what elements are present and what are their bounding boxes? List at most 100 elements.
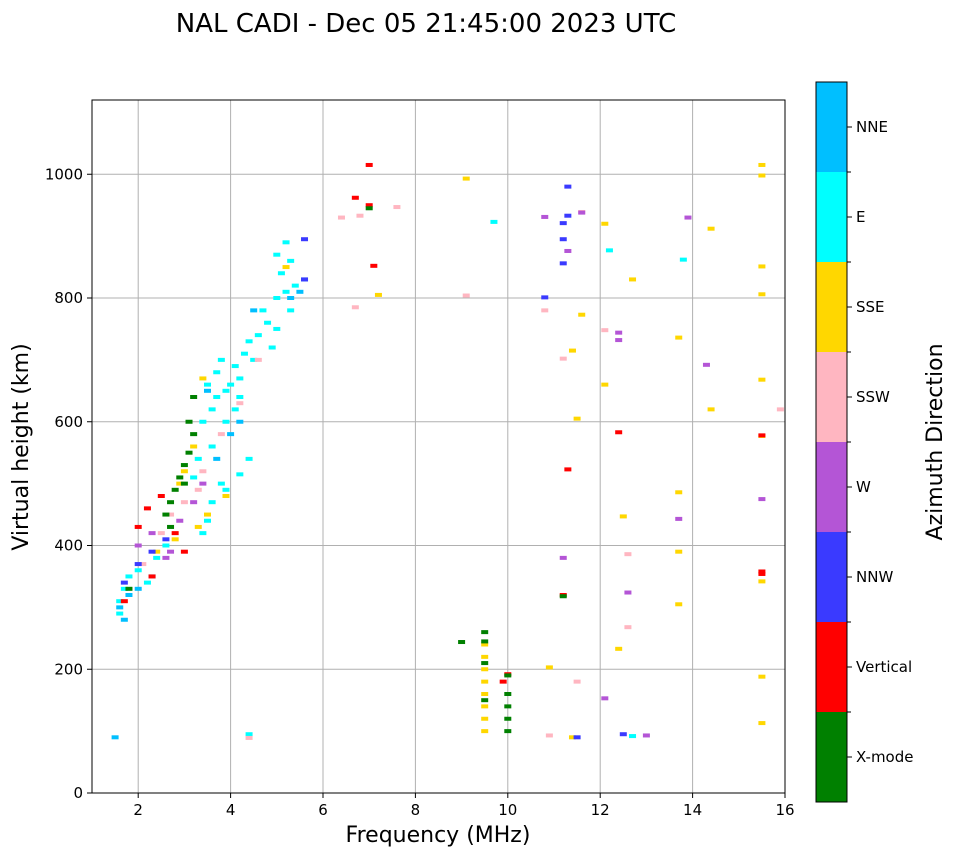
data-point-e: [143, 580, 151, 585]
colorbar-segment: [816, 622, 847, 712]
data-point-sse: [568, 735, 576, 740]
data-point-vertical: [758, 569, 766, 574]
data-point-sse: [481, 729, 489, 734]
data-point-nnw: [559, 221, 567, 226]
data-point-ssw: [351, 305, 359, 310]
data-point-nne: [296, 289, 304, 294]
data-point-sse: [199, 376, 207, 381]
data-point-nne: [250, 308, 258, 313]
y-axis-ticks: 0 200 400 600 800 1000: [45, 165, 92, 802]
colorbar-frame: [815, 81, 848, 803]
data-point-nnw: [559, 237, 567, 242]
data-point-w: [564, 248, 572, 253]
data-point-e: [231, 407, 239, 412]
colorbar-segment: [816, 352, 847, 442]
data-point-sse: [601, 221, 609, 226]
data-point-nne: [116, 605, 124, 610]
data-point-nnw: [301, 277, 309, 282]
data-point-nnw: [134, 562, 142, 567]
data-point-sse: [573, 416, 581, 421]
data-point-e: [213, 395, 221, 399]
data-point-x-mode: [180, 481, 188, 486]
colorbar-tick-label: NNW: [856, 568, 893, 586]
data-point-x-mode: [481, 698, 489, 703]
data-point-e: [287, 258, 295, 263]
data-point-ssw: [624, 552, 632, 557]
x-axis-ticks: 2 4 6 8 10 12 14 16: [133, 793, 795, 819]
data-point-x-mode: [190, 395, 198, 399]
data-point-nnw: [120, 580, 128, 585]
data-point-e: [490, 219, 498, 224]
data-point-sse: [707, 407, 715, 412]
data-point-e: [605, 248, 613, 253]
data-point-sse: [758, 579, 766, 584]
data-point-e: [245, 732, 253, 737]
data-point-sse: [675, 490, 683, 495]
x-tick-label: 14: [683, 801, 702, 819]
data-point-vertical: [157, 494, 165, 498]
data-point-w: [702, 362, 710, 367]
y-tick-label: 800: [54, 289, 83, 307]
data-point-sse: [758, 162, 766, 167]
data-point-w: [642, 733, 650, 738]
colorbar-segment: [816, 82, 847, 172]
data-point-ssw: [157, 531, 165, 536]
colorbar-tick-label: Vertical: [856, 658, 912, 676]
data-point-w: [578, 210, 586, 215]
data-point-e: [199, 419, 207, 424]
y-tick-label: 400: [54, 537, 83, 555]
data-point-e: [153, 555, 161, 560]
data-point-sse: [675, 602, 683, 607]
data-point-e: [282, 289, 290, 294]
colorbar-segment: [816, 712, 847, 802]
data-point-sse: [176, 481, 184, 486]
data-point-sse: [180, 469, 188, 474]
data-point-e: [222, 487, 230, 492]
colorbar-segment: [816, 172, 847, 262]
data-point-x-mode: [504, 673, 512, 678]
data-points: [111, 162, 784, 740]
data-point-sse: [222, 494, 230, 498]
data-point-sse: [758, 173, 766, 178]
data-point-w: [176, 518, 184, 523]
data-point-sse: [204, 512, 211, 517]
data-point-sse: [758, 264, 766, 269]
data-point-sse: [481, 642, 489, 647]
data-point-ssw: [356, 213, 364, 218]
data-point-e: [208, 407, 216, 412]
data-point-sse: [481, 704, 489, 709]
data-point-e: [679, 257, 687, 262]
data-point-e: [208, 444, 216, 449]
data-point-ssw: [541, 308, 549, 313]
data-point-ssw: [167, 512, 175, 517]
data-point-e: [120, 586, 128, 591]
data-point-sse: [374, 292, 382, 297]
data-point-nne: [134, 586, 142, 591]
data-point-ssw: [199, 469, 207, 474]
data-point-vertical: [120, 599, 128, 604]
data-point-w: [148, 531, 156, 536]
data-point-x-mode: [481, 639, 489, 644]
x-tick-label: 6: [318, 801, 328, 819]
data-point-x-mode: [125, 586, 133, 591]
data-point-w: [167, 549, 175, 554]
data-point-e: [162, 543, 170, 548]
data-point-x-mode: [185, 419, 193, 424]
data-point-x-mode: [481, 661, 489, 666]
data-point-sse: [481, 667, 489, 672]
data-point-nnw: [573, 735, 581, 740]
data-point-e: [291, 283, 299, 288]
data-point-sse: [578, 312, 586, 317]
data-point-vertical: [180, 549, 188, 554]
data-point-nne: [236, 419, 244, 424]
data-point-sse: [462, 176, 470, 181]
data-point-e: [245, 456, 253, 461]
x-tick-label: 8: [411, 801, 421, 819]
x-tick-label: 10: [498, 801, 517, 819]
data-point-sse: [758, 292, 766, 297]
x-tick-label: 12: [591, 801, 610, 819]
data-point-e: [222, 419, 230, 424]
data-point-vertical: [758, 433, 766, 438]
data-point-nnw: [559, 261, 567, 266]
